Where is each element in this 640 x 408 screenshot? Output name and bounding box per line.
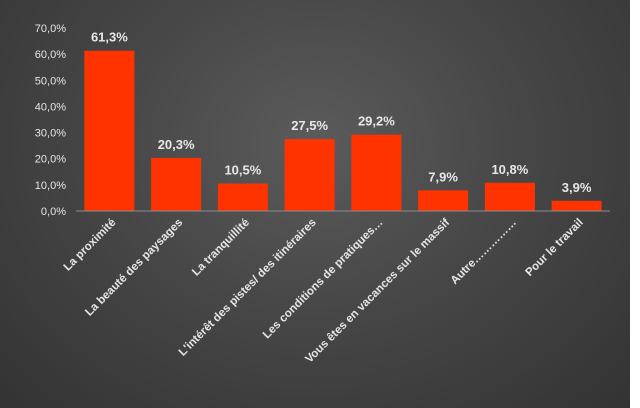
x-tick-label: Vous êtes en vacances sur le massif: [303, 217, 452, 366]
data-label: 10,8%: [491, 162, 528, 177]
y-tick-label: 50,0%: [35, 75, 66, 87]
y-tick-label: 20,0%: [35, 154, 66, 166]
bar: [484, 182, 535, 211]
x-tick-label: Autre……………: [449, 217, 519, 287]
y-tick-label: 60,0%: [35, 49, 66, 61]
bar: [551, 200, 602, 211]
data-label: 20,3%: [158, 137, 195, 152]
bar-series: 61,3% 20,3% 10,5% 27,5% 29,2% 7,9% 10,8% 3,9%: [84, 30, 602, 211]
y-tick-label: 0,0%: [41, 206, 66, 218]
y-tick-label: 40,0%: [35, 101, 66, 113]
data-label: 10,5%: [224, 163, 261, 178]
data-label: 27,5%: [291, 118, 328, 133]
y-tick-label: 30,0%: [35, 128, 66, 140]
data-label: 3,9%: [562, 180, 592, 195]
bar: [284, 139, 335, 211]
x-tick-label: Pour le travail: [523, 217, 585, 279]
x-tick-label: La proximité: [62, 217, 119, 274]
y-tick-label: 70,0%: [35, 23, 66, 35]
data-label: 29,2%: [358, 114, 395, 129]
x-tick-label: La tranquillité: [190, 217, 252, 279]
x-tick-label: Les conditions de pratiques…: [261, 217, 386, 342]
data-label: 61,3%: [91, 30, 128, 45]
bar: [351, 134, 402, 211]
y-axis: 0,0% 10,0% 20,0% 30,0% 40,0% 50,0% 60,0% 70,0%: [35, 23, 66, 218]
bar: [151, 157, 202, 211]
bar: [217, 183, 268, 211]
x-tick-label: L'intérêt des pistes/ des itinéraires: [177, 217, 319, 359]
y-tick-label: 10,0%: [35, 180, 66, 192]
bar: [418, 190, 469, 211]
data-label: 7,9%: [428, 169, 458, 184]
bar: [84, 50, 135, 211]
